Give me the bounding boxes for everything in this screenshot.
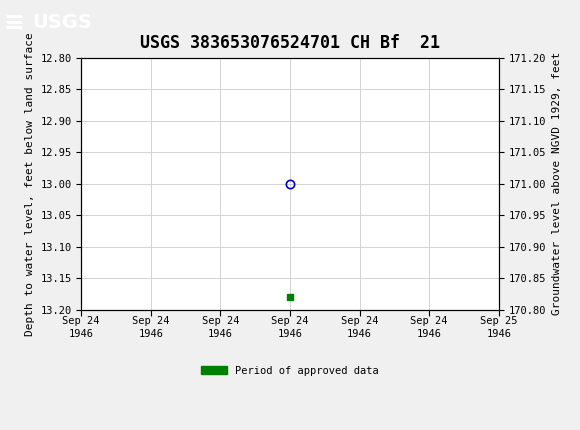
Text: 1946: 1946 bbox=[486, 329, 512, 339]
Text: 1946: 1946 bbox=[138, 329, 164, 339]
Y-axis label: Depth to water level, feet below land surface: Depth to water level, feet below land su… bbox=[25, 32, 35, 336]
Text: 1946: 1946 bbox=[277, 329, 303, 339]
Text: USGS 383653076524701 CH Bf  21: USGS 383653076524701 CH Bf 21 bbox=[140, 34, 440, 52]
Y-axis label: Groundwater level above NGVD 1929, feet: Groundwater level above NGVD 1929, feet bbox=[552, 52, 561, 316]
Text: 1946: 1946 bbox=[416, 329, 442, 339]
Text: 1946: 1946 bbox=[208, 329, 233, 339]
Text: ≡: ≡ bbox=[3, 11, 24, 34]
Legend: Period of approved data: Period of approved data bbox=[197, 362, 383, 380]
Text: Sep 25: Sep 25 bbox=[480, 316, 517, 326]
Text: Sep 24: Sep 24 bbox=[202, 316, 239, 326]
Text: 1946: 1946 bbox=[68, 329, 94, 339]
Text: Sep 24: Sep 24 bbox=[341, 316, 378, 326]
Text: USGS: USGS bbox=[32, 13, 92, 32]
Text: Sep 24: Sep 24 bbox=[132, 316, 169, 326]
Text: 1946: 1946 bbox=[347, 329, 372, 339]
Text: Sep 24: Sep 24 bbox=[411, 316, 448, 326]
Text: Sep 24: Sep 24 bbox=[271, 316, 309, 326]
Text: Sep 24: Sep 24 bbox=[63, 316, 100, 326]
